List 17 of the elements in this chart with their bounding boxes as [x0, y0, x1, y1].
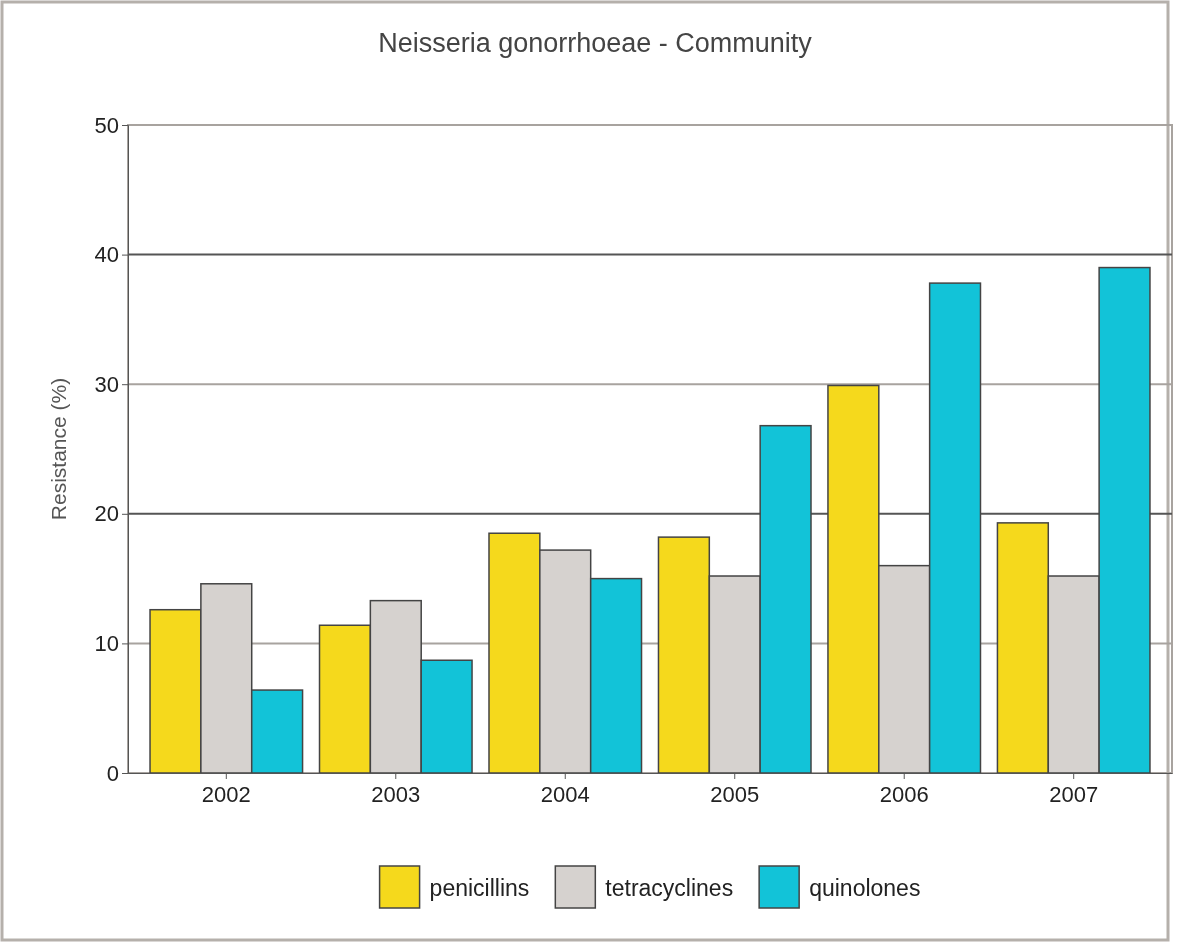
legend-label: quinolones — [809, 875, 921, 901]
x-tick-label: 2006 — [879, 781, 929, 807]
chart-title: Neisseria gonorrhoeae - Community — [378, 28, 813, 58]
x-tick-label: 2003 — [371, 781, 421, 807]
legend-label: tetracyclines — [605, 875, 734, 901]
x-tick-label: 2007 — [1049, 781, 1099, 807]
x-tick-label: 2002 — [201, 781, 251, 807]
x-tick-label: 2004 — [540, 781, 590, 807]
y-tick-label: 10 — [94, 630, 119, 656]
y-tick-label: 30 — [94, 371, 119, 397]
y-tick-label: 0 — [106, 760, 119, 786]
x-tick-label: 2005 — [710, 781, 760, 807]
y-tick-label: 50 — [94, 112, 119, 138]
legend-label: penicillins — [429, 875, 530, 901]
y-tick-label: 20 — [94, 501, 119, 527]
y-tick-label: 40 — [94, 242, 119, 268]
y-axis-title: Resistance (%) — [47, 377, 70, 521]
